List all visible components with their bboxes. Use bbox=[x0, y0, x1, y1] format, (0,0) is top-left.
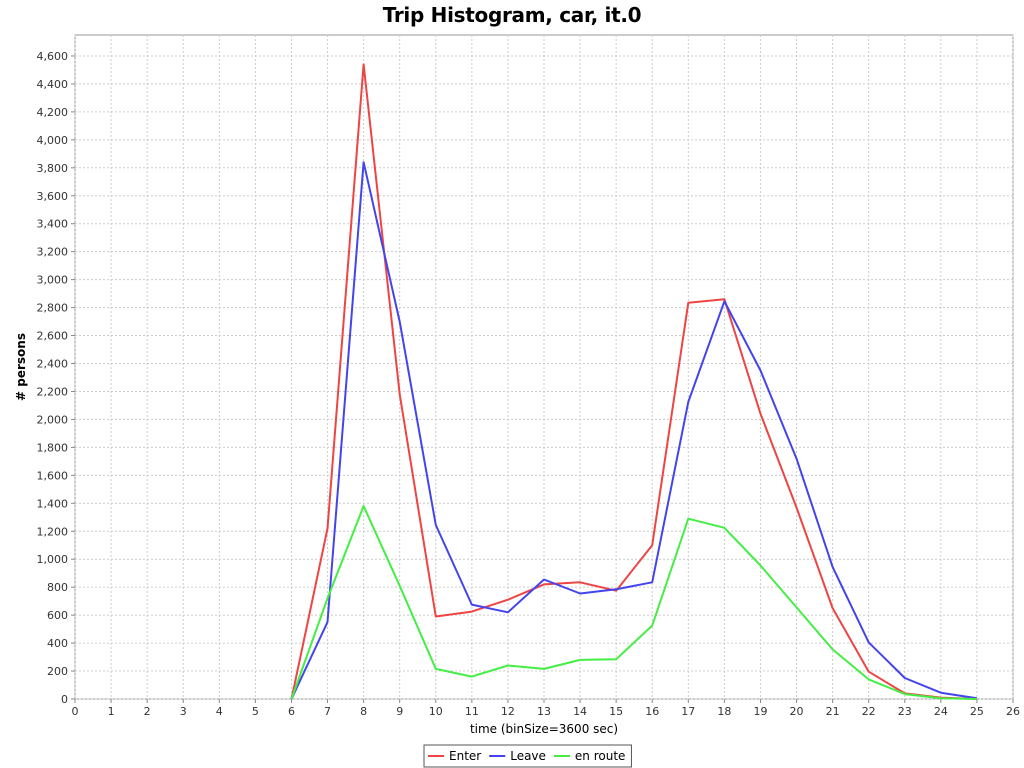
series-lines bbox=[290, 63, 978, 700]
x-tick-label: 8 bbox=[360, 705, 367, 718]
x-tick-label: 15 bbox=[609, 705, 623, 718]
x-tick-label: 11 bbox=[465, 705, 479, 718]
y-tick-label: 400 bbox=[47, 637, 68, 650]
y-axis-label: # persons bbox=[14, 333, 28, 401]
y-tick-label: 1,600 bbox=[37, 469, 69, 482]
x-axis-label: time (binSize=3600 sec) bbox=[470, 722, 618, 736]
x-tick-label: 14 bbox=[573, 705, 587, 718]
series-line-enter bbox=[290, 63, 977, 700]
x-tick-label: 5 bbox=[252, 705, 259, 718]
x-tick-label: 0 bbox=[72, 705, 79, 718]
y-tick-label: 4,200 bbox=[37, 106, 69, 119]
x-tick-label: 17 bbox=[681, 705, 695, 718]
y-tick-labels: 0 200 400 600 800 1,000 1,200 1,400 1,600 1,800 2,… bbox=[37, 50, 69, 706]
series-line-leave bbox=[290, 161, 978, 700]
y-tick-label: 1,400 bbox=[37, 497, 69, 510]
y-tick-label: 2,000 bbox=[37, 413, 69, 426]
x-tick-labels: 0 1 2 3 4 5 6 7 8 9 10 11 12 13 14 15 16 17 18 19 20 21 22 23 24… bbox=[72, 705, 1021, 718]
y-tick-label: 3,200 bbox=[37, 246, 69, 259]
x-tick-label: 4 bbox=[216, 705, 223, 718]
x-tick-label: 6 bbox=[288, 705, 295, 718]
y-tick-label: 800 bbox=[47, 581, 68, 594]
y-tick-label: 2,600 bbox=[37, 330, 69, 343]
y-tick-label: 4,400 bbox=[37, 78, 69, 91]
legend: Enter Leave en route bbox=[423, 744, 632, 768]
x-tick-label: 21 bbox=[826, 705, 840, 718]
x-tick-label: 26 bbox=[1006, 705, 1020, 718]
x-tick-label: 22 bbox=[862, 705, 876, 718]
x-tick-label: 7 bbox=[324, 705, 331, 718]
x-tick-label: 23 bbox=[898, 705, 912, 718]
legend-box bbox=[423, 744, 632, 768]
x-tick-label: 19 bbox=[753, 705, 767, 718]
y-tick-label: 2,400 bbox=[37, 358, 69, 371]
y-tick-label: 0 bbox=[61, 693, 68, 706]
chart-title: Trip Histogram, car, it.0 bbox=[382, 3, 642, 27]
x-tick-label: 3 bbox=[180, 705, 187, 718]
x-tick-label: 24 bbox=[934, 705, 948, 718]
y-tick-label: 2,800 bbox=[37, 302, 69, 315]
x-tick-label: 25 bbox=[970, 705, 984, 718]
x-tick-label: 16 bbox=[645, 705, 659, 718]
x-tick-label: 10 bbox=[429, 705, 443, 718]
x-tick-label: 12 bbox=[501, 705, 515, 718]
y-tick-label: 3,000 bbox=[37, 274, 69, 287]
y-tick-label: 200 bbox=[47, 665, 68, 678]
series-line-en-route bbox=[290, 505, 977, 700]
y-tick-label: 1,200 bbox=[37, 525, 69, 538]
x-tick-label: 2 bbox=[144, 705, 151, 718]
y-tick-label: 3,600 bbox=[37, 190, 69, 203]
x-tick-label: 9 bbox=[396, 705, 403, 718]
y-tick-label: 3,400 bbox=[37, 218, 69, 231]
y-tick-label: 2,200 bbox=[37, 385, 69, 398]
legend-label: Enter bbox=[449, 749, 481, 763]
x-tick-label: 1 bbox=[108, 705, 115, 718]
x-tick-label: 18 bbox=[717, 705, 731, 718]
y-tick-label: 1,000 bbox=[37, 553, 69, 566]
legend-label: en route bbox=[575, 749, 626, 763]
legend-label: Leave bbox=[510, 749, 546, 763]
y-tick-label: 3,800 bbox=[37, 162, 69, 175]
y-tick-label: 4,600 bbox=[37, 50, 69, 63]
grid bbox=[74, 35, 1014, 700]
y-tick-label: 1,800 bbox=[37, 441, 69, 454]
x-tick-label: 13 bbox=[537, 705, 551, 718]
axes bbox=[71, 55, 1014, 703]
y-tick-label: 4,000 bbox=[37, 134, 69, 147]
y-tick-label: 600 bbox=[47, 609, 68, 622]
x-tick-label: 20 bbox=[790, 705, 804, 718]
